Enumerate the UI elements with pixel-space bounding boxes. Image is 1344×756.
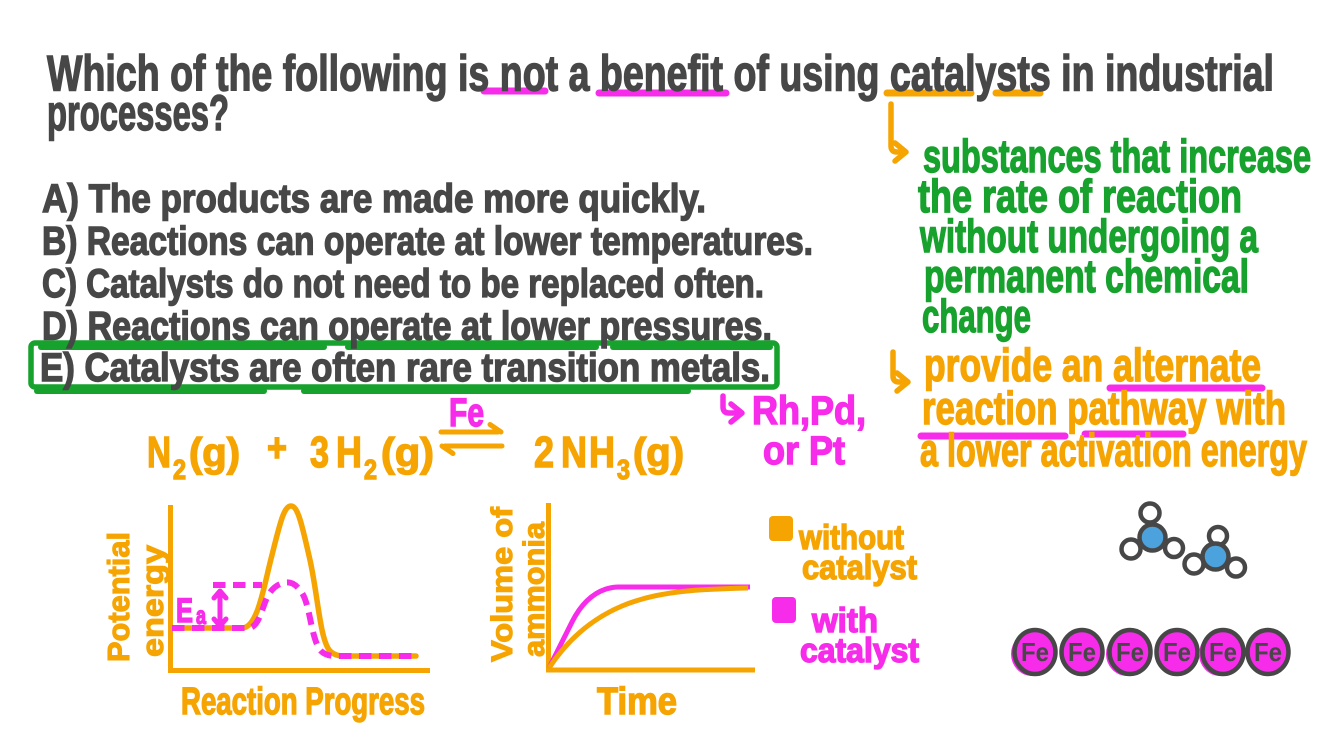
svg-text:2: 2 bbox=[534, 428, 554, 477]
svg-text:B) Reactions can operate at l: B) Reactions can operate at lower temper… bbox=[42, 220, 813, 264]
svg-text:D) Reactions can operate at l: D) Reactions can operate at lower pressu… bbox=[42, 305, 772, 349]
svg-text:substances that increase: substances that increase bbox=[923, 130, 1311, 182]
svg-text:Fe: Fe bbox=[1021, 637, 1049, 667]
svg-text:E: E bbox=[176, 592, 193, 630]
svg-text:with: with bbox=[811, 602, 878, 640]
svg-text:Fe: Fe bbox=[1209, 637, 1237, 667]
svg-text:processes?: processes? bbox=[47, 85, 229, 141]
svg-text:(g): (g) bbox=[189, 431, 240, 475]
svg-text:Which of the following is not: Which of the following is not a benefit … bbox=[47, 46, 1274, 102]
svg-text:(g): (g) bbox=[381, 431, 434, 475]
svg-text:3: 3 bbox=[310, 428, 329, 477]
svg-text:Reaction Progress: Reaction Progress bbox=[181, 681, 425, 723]
svg-text:C) Catalysts do not need to b: C) Catalysts do not need to be replaced … bbox=[42, 262, 764, 306]
svg-text:Fe: Fe bbox=[449, 391, 484, 435]
svg-text:catalyst: catalyst bbox=[800, 632, 919, 670]
svg-text:Volume of: Volume of bbox=[486, 506, 519, 662]
svg-text:Rh,Pd,: Rh,Pd, bbox=[752, 389, 866, 433]
svg-text:the rate of reaction: the rate of reaction bbox=[918, 170, 1242, 222]
svg-text:Potential: Potential bbox=[101, 532, 136, 662]
svg-text:provide an alternate: provide an alternate bbox=[924, 339, 1261, 391]
svg-text:without undergoing a: without undergoing a bbox=[919, 210, 1258, 262]
svg-text:H: H bbox=[336, 428, 362, 477]
svg-text:permanent chemical: permanent chemical bbox=[924, 250, 1249, 302]
svg-text:2: 2 bbox=[364, 454, 377, 485]
svg-text:+: + bbox=[267, 426, 287, 470]
svg-text:E) Catalysts are often rare t: E) Catalysts are often rare transition m… bbox=[40, 346, 770, 390]
svg-text:a: a bbox=[196, 602, 207, 630]
svg-text:energy: energy bbox=[135, 544, 170, 657]
svg-text:(g): (g) bbox=[633, 431, 684, 475]
svg-text:3: 3 bbox=[617, 454, 630, 485]
svg-text:without: without bbox=[798, 519, 904, 557]
svg-text:change: change bbox=[922, 290, 1031, 342]
svg-text:Fe: Fe bbox=[1163, 637, 1191, 667]
svg-text:a lower activation energy: a lower activation energy bbox=[920, 424, 1307, 476]
svg-text:ammonia: ammonia bbox=[518, 522, 551, 657]
svg-text:H: H bbox=[589, 428, 615, 477]
svg-text:or Pt: or Pt bbox=[763, 429, 845, 473]
svg-text:Fe: Fe bbox=[1116, 637, 1144, 667]
svg-text:catalyst: catalyst bbox=[802, 549, 917, 587]
svg-text:Time: Time bbox=[597, 681, 677, 723]
svg-text:A) The products are made more: A) The products are made more quickly. bbox=[42, 177, 706, 221]
svg-text:Fe: Fe bbox=[1068, 637, 1096, 667]
svg-text:Fe: Fe bbox=[1254, 637, 1282, 667]
svg-text:N: N bbox=[147, 428, 171, 477]
svg-text:N: N bbox=[561, 428, 587, 477]
svg-text:reaction pathway with: reaction pathway with bbox=[922, 382, 1286, 434]
svg-text:2: 2 bbox=[173, 454, 186, 485]
